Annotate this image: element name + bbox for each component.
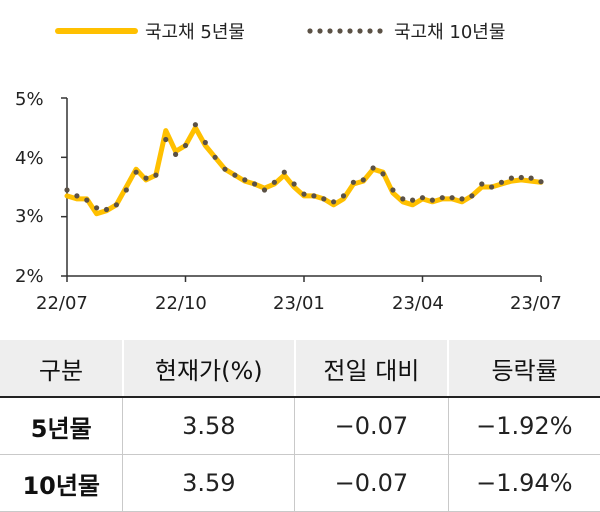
table-row: 10년물 3.59 −0.07 −1.94% [0,454,600,512]
series-point-10y [103,206,110,213]
legend-dot [317,28,323,34]
series-point-10y [153,172,159,178]
series-point-10y [469,193,475,199]
series-point-10y [360,177,366,183]
table-header: 등락률 [447,340,600,398]
series-point-10y [311,193,317,199]
series-point-10y [133,169,139,175]
series-point-10y [173,151,179,157]
x-tick-label-2301: 23/01 [273,293,325,314]
series-point-10y [202,139,208,146]
series-point-10y [232,172,238,178]
table-cell: 5년물 [0,397,123,455]
legend-label-5y: 국고채 5년물 [145,22,245,43]
series-point-10y [410,197,416,203]
series-point-10y [192,122,198,128]
series-point-10y [271,179,277,185]
x-tick-label-2304: 23/04 [392,293,444,314]
series-point-10y [429,197,435,203]
legend-dot [307,28,313,34]
series-point-10y [439,195,445,201]
y-tick-label-2: 2% [15,266,44,287]
x-tick-label-2207: 22/07 [36,293,88,314]
yield-line-chart: 국고채 5년물 국고채 10년물 5% 4% 3% 2% 22/07 22/10… [15,22,562,314]
table-header: 현재가(%) [121,340,295,398]
series-point-10y [321,196,327,202]
series-point-10y [94,205,100,211]
series-point-10y [508,175,514,181]
series-point-10y [291,181,297,187]
series-point-10y [212,154,218,160]
series-point-10y [380,171,386,177]
series-point-10y [64,187,70,193]
table-cell: 3.59 [122,454,295,512]
series-point-10y [370,165,376,171]
series-point-10y [113,202,119,208]
series-point-10y [331,199,337,205]
series-point-10y [281,169,287,175]
series-point-10y [143,175,149,181]
table-cell: −0.07 [294,397,449,455]
y-tick-label-3: 3% [15,206,44,227]
legend: 국고채 5년물 국고채 10년물 [55,22,505,43]
legend-swatch-10y [307,28,383,34]
series-point-10y [301,191,307,197]
series-point-10y [74,193,80,199]
legend-dot [357,28,363,34]
legend-dot [377,28,383,34]
series-point-10y [400,196,406,202]
series-points-10y [64,122,544,213]
legend-dot [367,28,373,34]
table-cell: −0.07 [294,454,449,512]
table-header-row: 구분 현재가(%) 전일 대비 등락률 [0,340,600,398]
table-header: 전일 대비 [293,340,449,398]
series-point-10y [449,195,455,201]
table-cell: −1.94% [447,454,600,512]
series-point-10y [182,142,189,149]
series-point-10y [350,179,356,185]
series-point-10y [163,136,169,143]
legend-dot [347,28,353,34]
series-point-10y [123,187,129,193]
series-point-10y [242,177,248,183]
table-header: 구분 [0,340,123,398]
y-tick-label-5: 5% [15,89,44,110]
series-point-10y [518,174,524,181]
legend-dot [337,28,343,34]
series-point-10y [222,166,228,172]
y-tick-marks [61,97,67,277]
table-cell: 3.58 [122,397,295,455]
series-point-10y [498,179,505,185]
legend-label-10y: 국고채 10년물 [394,22,505,43]
series-point-10y [489,184,495,190]
table-cell: 10년물 [0,454,123,512]
x-tick-label-2307: 23/07 [510,293,562,314]
table-cell: −1.92% [447,397,600,455]
table-row: 5년물 3.58 −0.07 −1.92% [0,397,600,455]
series-point-10y [459,196,465,202]
series-point-10y [84,197,90,203]
series-point-10y [252,181,258,187]
series-point-10y [528,175,534,181]
x-tick-label-2210: 22/10 [155,293,207,314]
series-point-10y [419,195,426,201]
legend-dot [327,28,333,34]
rate-table: 구분 현재가(%) 전일 대비 등락률 5년물 3.58 −0.07 −1.92… [0,340,600,512]
series-point-10y [261,187,268,193]
series-point-10y [479,181,485,187]
x-tick-marks [66,276,542,282]
series-point-10y [538,179,544,185]
y-tick-label-4: 4% [15,148,44,169]
series-point-10y [390,187,396,193]
series-point-10y [340,193,347,199]
